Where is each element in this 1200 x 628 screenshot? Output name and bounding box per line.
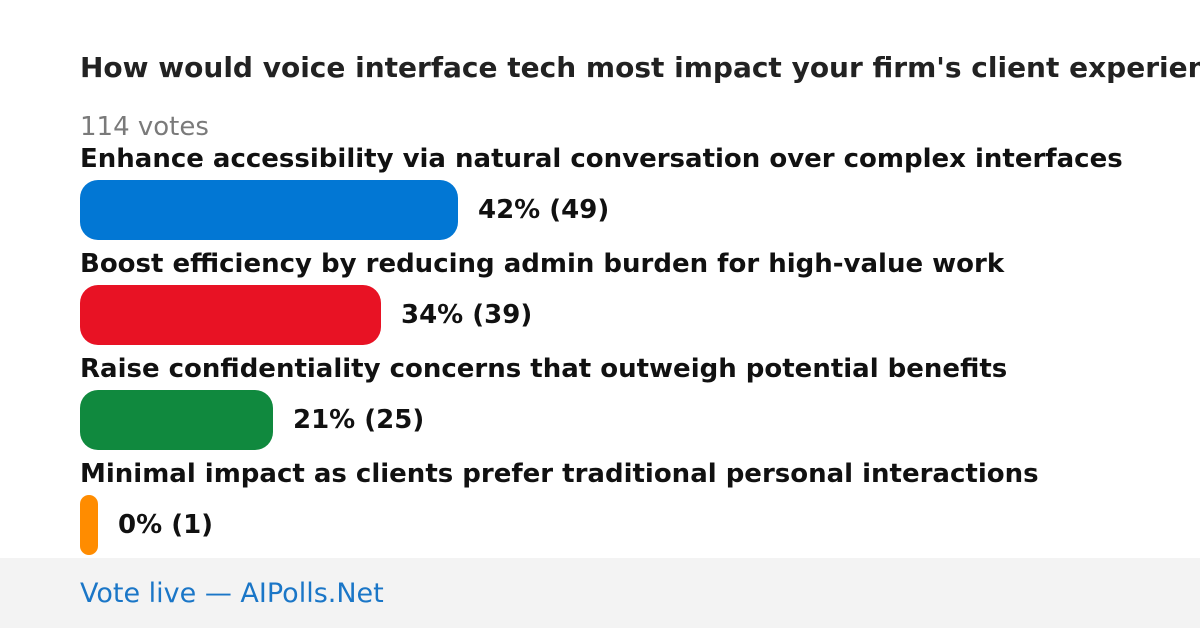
result-value-label: 0% (1) — [118, 510, 214, 540]
vote-count: 114 votes — [80, 112, 209, 142]
result-bar — [80, 495, 98, 555]
option-label: Boost efficiency by reducing admin burde… — [80, 249, 1005, 279]
footer-bar: Vote live — AIPolls.Net — [0, 558, 1200, 628]
result-value-label: 34% (39) — [401, 300, 533, 330]
result-bar — [80, 285, 381, 345]
option-label: Enhance accessibility via natural conver… — [80, 144, 1123, 174]
result-value-label: 21% (25) — [293, 405, 425, 435]
option-label: Minimal impact as clients prefer traditi… — [80, 459, 1039, 489]
vote-live-link[interactable]: Vote live — AIPolls.Net — [80, 578, 384, 609]
result-value-label: 42% (49) — [478, 195, 610, 225]
poll-title: How would voice interface tech most impa… — [80, 51, 1200, 84]
result-bar — [80, 180, 458, 240]
result-bar — [80, 390, 273, 450]
option-label: Raise confidentiality concerns that outw… — [80, 354, 1008, 384]
